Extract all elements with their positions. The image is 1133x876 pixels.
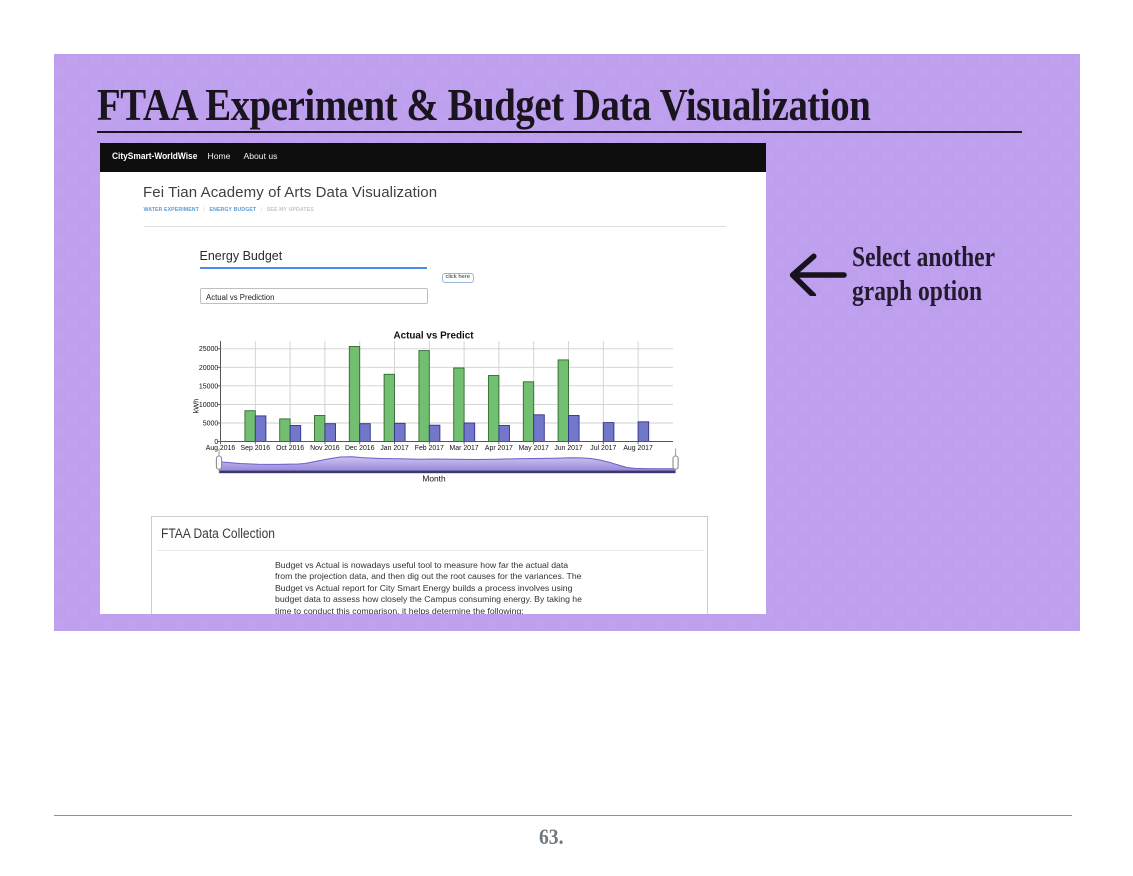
svg-text:Jan 2017: Jan 2017 bbox=[380, 444, 409, 451]
svg-text:Aug 2017: Aug 2017 bbox=[623, 444, 653, 451]
svg-text:Jun 2017: Jun 2017 bbox=[554, 444, 583, 451]
svg-text:10000: 10000 bbox=[199, 401, 219, 408]
svg-text:Feb 2017: Feb 2017 bbox=[415, 444, 444, 451]
svg-text:Dec 2016: Dec 2016 bbox=[345, 444, 375, 451]
svg-text:Mar 2017: Mar 2017 bbox=[450, 444, 479, 451]
svg-text:Aug 2016: Aug 2016 bbox=[206, 444, 236, 451]
svg-text:Month: Month bbox=[422, 473, 446, 483]
svg-text:kWh: kWh bbox=[192, 398, 201, 413]
svg-text:0: 0 bbox=[214, 439, 218, 446]
svg-text:25000: 25000 bbox=[199, 346, 219, 353]
svg-text:Nov 2016: Nov 2016 bbox=[310, 444, 340, 451]
svg-text:May 2017: May 2017 bbox=[519, 444, 549, 451]
svg-text:15000: 15000 bbox=[199, 383, 219, 390]
svg-text:Sep 2016: Sep 2016 bbox=[241, 444, 271, 451]
svg-text:5000: 5000 bbox=[203, 420, 219, 427]
svg-text:Oct 2016: Oct 2016 bbox=[276, 444, 304, 451]
svg-text:Apr 2017: Apr 2017 bbox=[485, 444, 513, 451]
svg-text:Actual vs Predict: Actual vs Predict bbox=[394, 330, 475, 341]
svg-text:Jul 2017: Jul 2017 bbox=[590, 444, 616, 451]
svg-text:20000: 20000 bbox=[199, 364, 219, 371]
